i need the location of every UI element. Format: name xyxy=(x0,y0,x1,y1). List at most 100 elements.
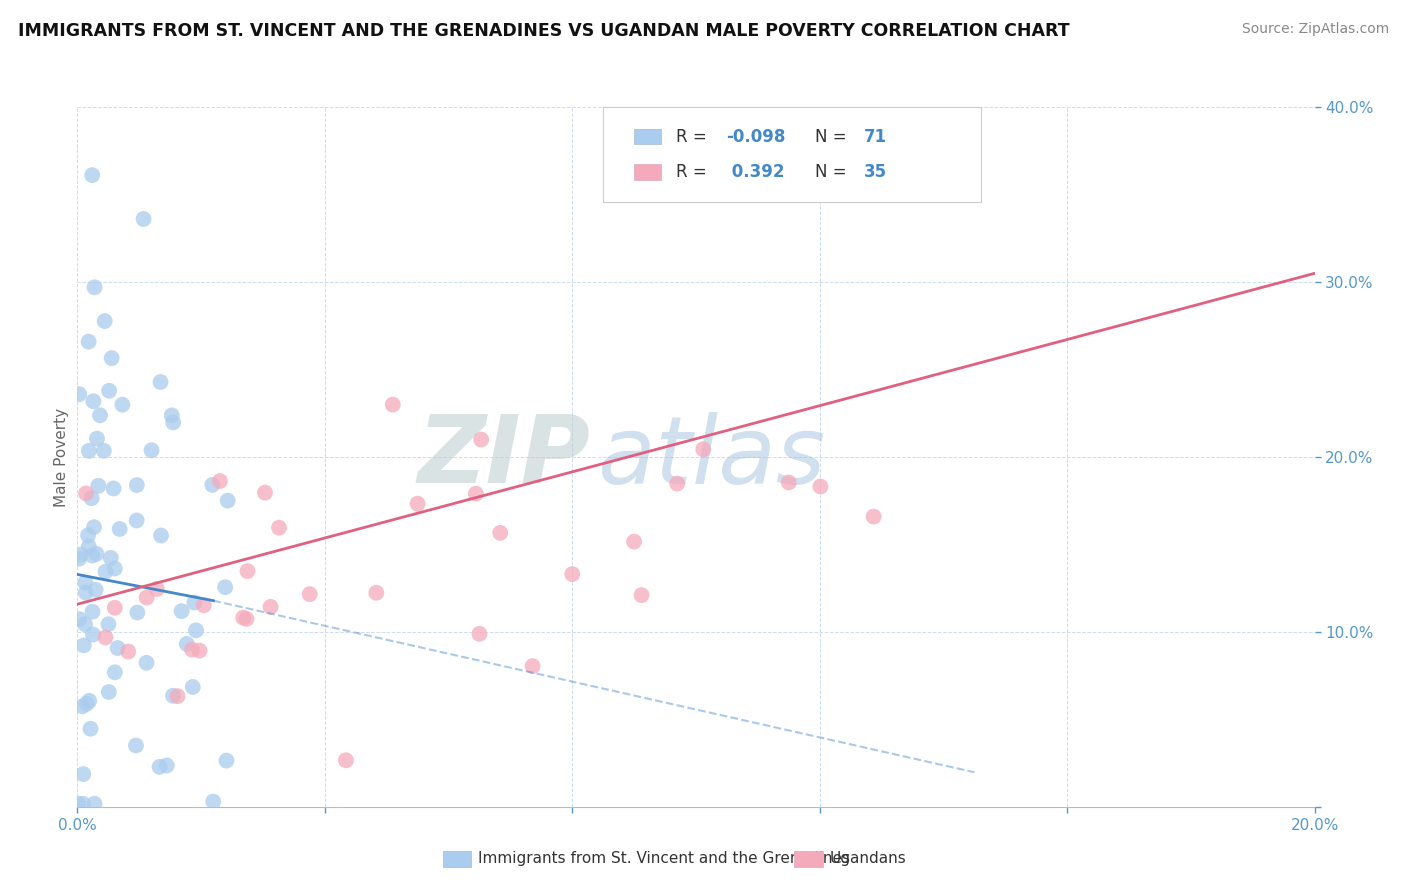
Point xyxy=(183,595,205,609)
Point xyxy=(100,351,122,365)
Point xyxy=(108,522,131,536)
Y-axis label: Male Poverty: Male Poverty xyxy=(53,408,69,507)
Point xyxy=(93,443,115,458)
Point xyxy=(87,479,110,493)
Point xyxy=(77,334,100,349)
Point xyxy=(232,610,254,624)
Point xyxy=(468,627,491,641)
Point xyxy=(176,637,198,651)
Point xyxy=(77,694,100,708)
Point xyxy=(104,600,127,615)
Point xyxy=(125,513,148,527)
Point xyxy=(70,548,93,562)
Point xyxy=(93,314,115,328)
Point xyxy=(86,547,108,561)
Point xyxy=(82,394,104,409)
Point xyxy=(82,168,104,182)
Point xyxy=(75,575,97,590)
Point xyxy=(166,689,188,703)
Point xyxy=(214,580,236,594)
Point xyxy=(72,767,94,781)
Point xyxy=(67,387,90,401)
Text: R =: R = xyxy=(676,163,713,181)
Point xyxy=(67,551,90,566)
Point xyxy=(80,491,103,506)
Text: Source: ZipAtlas.com: Source: ZipAtlas.com xyxy=(1241,22,1389,37)
Text: ZIP: ZIP xyxy=(418,411,591,503)
Point xyxy=(89,409,111,423)
Text: -0.098: -0.098 xyxy=(725,128,785,145)
Point xyxy=(83,797,105,811)
Point xyxy=(156,758,179,772)
Point xyxy=(83,520,105,534)
Point xyxy=(862,509,884,524)
Point xyxy=(72,797,94,811)
Point xyxy=(253,485,276,500)
Point xyxy=(470,433,492,447)
Point xyxy=(170,604,193,618)
Point xyxy=(117,644,139,658)
Point xyxy=(77,540,100,554)
Point xyxy=(86,432,108,446)
Point xyxy=(335,753,357,767)
Point xyxy=(104,561,127,575)
Point xyxy=(149,375,172,389)
Point xyxy=(259,599,281,614)
Text: IMMIGRANTS FROM ST. VINCENT AND THE GRENADINES VS UGANDAN MALE POVERTY CORRELATI: IMMIGRANTS FROM ST. VINCENT AND THE GREN… xyxy=(18,22,1070,40)
Point xyxy=(406,497,429,511)
Point xyxy=(181,642,204,657)
Point xyxy=(84,582,107,597)
Bar xyxy=(634,164,661,179)
Point xyxy=(181,680,204,694)
Point xyxy=(111,398,134,412)
Text: 0.392: 0.392 xyxy=(725,163,785,181)
Point xyxy=(125,739,148,753)
Point xyxy=(76,697,98,711)
Point xyxy=(561,567,583,582)
Text: 71: 71 xyxy=(865,128,887,145)
Point xyxy=(381,398,404,412)
Text: Immigrants from St. Vincent and the Grenadines: Immigrants from St. Vincent and the Gren… xyxy=(478,852,851,866)
Point xyxy=(202,795,225,809)
Point xyxy=(75,486,97,500)
Point xyxy=(149,760,172,774)
Point xyxy=(666,476,689,491)
Point xyxy=(135,656,157,670)
Point xyxy=(489,525,512,540)
Point xyxy=(94,565,117,579)
Point xyxy=(162,689,184,703)
Point xyxy=(97,685,120,699)
Point xyxy=(82,627,104,641)
Point xyxy=(66,797,89,811)
Point xyxy=(141,443,163,458)
Point xyxy=(193,599,215,613)
Point xyxy=(162,416,184,430)
Text: 35: 35 xyxy=(865,163,887,181)
Point xyxy=(235,612,257,626)
Point xyxy=(201,478,224,492)
Point xyxy=(298,587,321,601)
Point xyxy=(208,474,231,488)
Point xyxy=(107,640,129,655)
Point xyxy=(692,442,714,457)
Point xyxy=(104,665,127,680)
Point xyxy=(97,617,120,632)
Text: Ugandans: Ugandans xyxy=(830,852,907,866)
Point xyxy=(464,487,486,501)
Point xyxy=(83,280,105,294)
Point xyxy=(103,482,125,496)
Point xyxy=(522,659,544,673)
Point xyxy=(267,521,290,535)
Text: atlas: atlas xyxy=(598,411,825,503)
Point xyxy=(100,550,122,565)
Point xyxy=(150,528,173,542)
Text: R =: R = xyxy=(676,128,713,145)
Point xyxy=(132,211,155,226)
FancyBboxPatch shape xyxy=(603,107,980,202)
Text: N =: N = xyxy=(814,163,852,181)
Point xyxy=(77,443,100,458)
Point xyxy=(160,409,183,423)
Point xyxy=(75,617,97,632)
Point xyxy=(82,605,104,619)
Point xyxy=(184,624,207,638)
